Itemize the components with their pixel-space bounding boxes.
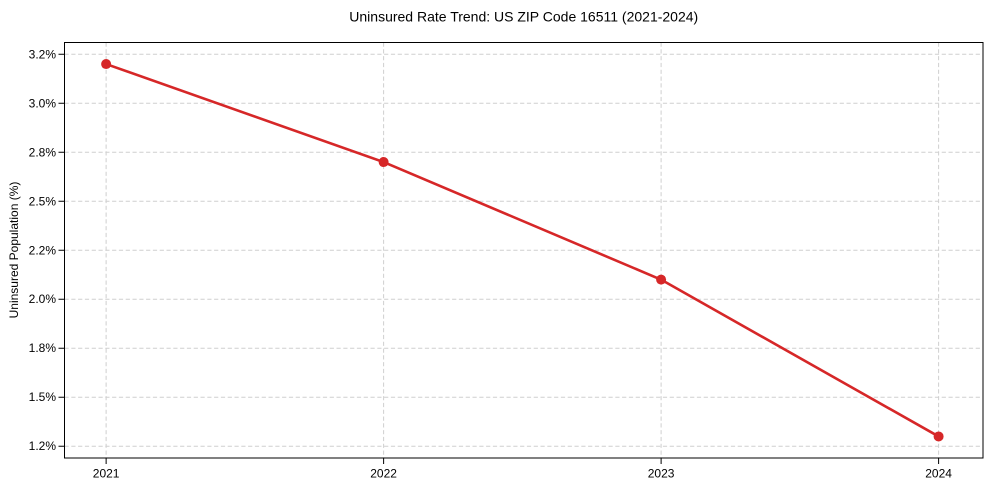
- y-axis-label: Uninsured Population (%): [7, 182, 21, 319]
- x-tick-label: 2024: [925, 467, 952, 481]
- y-tick-label: 2.8%: [29, 145, 57, 159]
- y-tick-label: 1.8%: [29, 341, 57, 355]
- x-axis-ticks: 2021 2022 2023 2024: [93, 458, 952, 481]
- y-tick-label: 2.5%: [29, 194, 57, 208]
- data-point: [933, 431, 944, 442]
- y-tick-label: 1.5%: [29, 390, 57, 404]
- x-tick-label: 2023: [648, 467, 675, 481]
- grid-lines: [64, 42, 983, 458]
- data-point: [101, 59, 112, 70]
- data-point: [378, 157, 389, 168]
- y-tick-label: 3.2%: [29, 47, 57, 61]
- x-tick-label: 2022: [370, 467, 397, 481]
- y-tick-label: 2.2%: [29, 243, 57, 257]
- chart-title: Uninsured Rate Trend: US ZIP Code 16511 …: [349, 9, 698, 25]
- data-point: [656, 274, 667, 285]
- y-tick-label: 2.0%: [29, 292, 57, 306]
- x-tick-label: 2021: [93, 467, 120, 481]
- y-tick-label: 1.2%: [29, 439, 57, 453]
- y-axis-ticks: 3.2% 3.0% 2.8% 2.5% 2.2% 2.0% 1.8% 1.5% 1.2%: [29, 47, 65, 453]
- data-points: [101, 59, 944, 442]
- y-tick-label: 3.0%: [29, 96, 57, 110]
- trend-line: [104, 62, 940, 438]
